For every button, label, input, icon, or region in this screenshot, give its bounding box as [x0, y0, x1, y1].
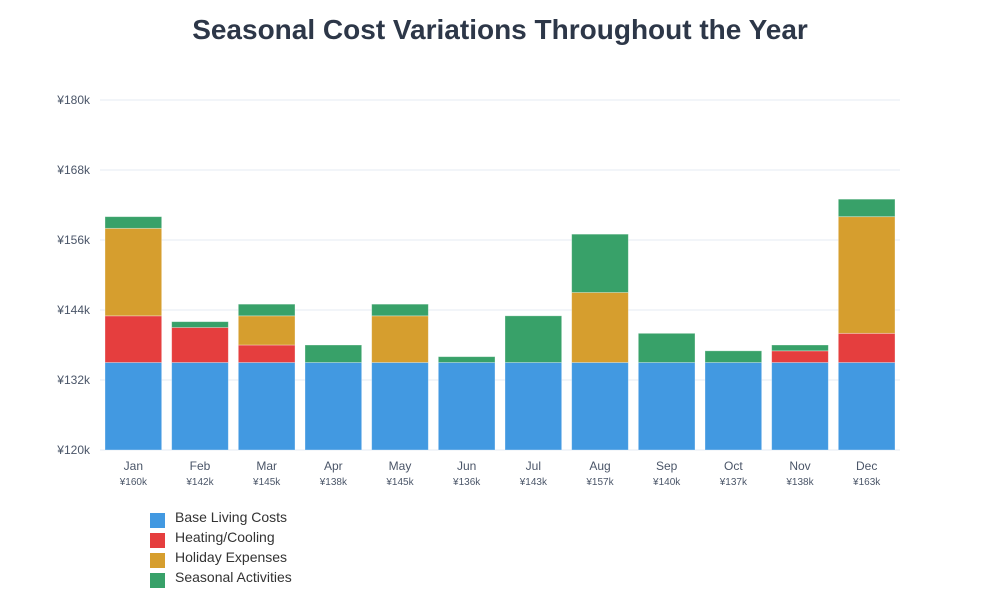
bar-segment-holiday-expenses[interactable] [104, 227, 163, 317]
bar-segment-seasonal-activities[interactable] [571, 233, 629, 293]
legend-item[interactable]: Base Living Costs [150, 507, 292, 528]
x-tick-label: Jul [526, 459, 541, 473]
bar-segment-heating-cooling[interactable] [171, 327, 229, 363]
legend-swatch [150, 552, 165, 568]
total-label: ¥145k [385, 477, 414, 488]
y-tick-label: ¥120k [56, 443, 91, 457]
x-tick-label: Aug [589, 459, 610, 473]
legend-item[interactable]: Seasonal Activities [150, 567, 292, 588]
bar-segment-base-living-costs[interactable] [637, 362, 696, 451]
x-tick-label: Feb [190, 459, 211, 473]
total-label: ¥145k [252, 477, 281, 488]
total-label: ¥138k [785, 477, 814, 488]
x-tick-label: Jun [457, 459, 476, 473]
total-label: ¥136k [452, 477, 481, 488]
y-tick-label: ¥168k [56, 163, 91, 177]
total-label: ¥137k [719, 477, 748, 488]
bar-segment-base-living-costs[interactable] [771, 362, 829, 451]
bar-segment-seasonal-activities[interactable] [237, 303, 296, 317]
x-tick-label: Sep [656, 459, 678, 473]
total-label: ¥160k [119, 477, 148, 488]
y-tick-label: ¥144k [56, 303, 91, 317]
legend-item[interactable]: Holiday Expenses [150, 547, 292, 568]
bar-segment-seasonal-activities[interactable] [704, 350, 763, 363]
bar-segment-heating-cooling[interactable] [104, 315, 163, 363]
bar-segment-heating-cooling[interactable] [237, 344, 296, 363]
bar-segment-heating-cooling[interactable] [837, 332, 896, 363]
bar-segment-seasonal-activities[interactable] [437, 356, 496, 363]
bar-segment-base-living-costs[interactable] [704, 362, 763, 451]
y-tick-label: ¥156k [56, 233, 91, 247]
bar-segment-holiday-expenses[interactable] [237, 315, 296, 346]
legend-swatch [150, 532, 165, 548]
bar-segment-base-living-costs[interactable] [504, 362, 563, 451]
total-label: ¥163k [852, 477, 881, 488]
bar-segment-seasonal-activities[interactable] [104, 216, 163, 229]
x-tick-label: Dec [856, 459, 877, 473]
x-tick-label: Apr [324, 459, 343, 473]
legend-label: Holiday Expenses [175, 549, 288, 565]
bar-segment-base-living-costs[interactable] [837, 362, 896, 451]
bar-segment-base-living-costs[interactable] [104, 362, 163, 451]
bar-segment-base-living-costs[interactable] [304, 362, 363, 451]
bar-segment-base-living-costs[interactable] [171, 362, 229, 451]
total-label: ¥157k [585, 477, 614, 488]
total-label: ¥143k [519, 477, 548, 488]
bar-segment-holiday-expenses[interactable] [571, 292, 629, 363]
bar-segment-seasonal-activities[interactable] [637, 332, 696, 363]
chart-title: Seasonal Cost Variations Throughout the … [192, 14, 808, 45]
total-label: ¥140k [652, 477, 681, 488]
bar-segment-seasonal-activities[interactable] [171, 321, 229, 328]
legend-label: Seasonal Activities [175, 569, 292, 585]
bar-segment-base-living-costs[interactable] [371, 362, 429, 451]
bar-segment-holiday-expenses[interactable] [837, 216, 896, 334]
legend-label: Heating/Cooling [175, 529, 275, 545]
x-tick-label: Jan [124, 459, 143, 473]
total-label: ¥142k [185, 477, 214, 488]
y-tick-label: ¥180k [56, 93, 91, 107]
legend-item[interactable]: Heating/Cooling [150, 527, 292, 548]
legend-label: Base Living Costs [175, 509, 288, 525]
x-tick-label: Oct [724, 459, 743, 473]
legend-swatch [150, 572, 165, 588]
bar-segment-seasonal-activities[interactable] [837, 198, 896, 218]
y-tick-label: ¥132k [56, 373, 91, 387]
legend: Base Living Costs Heating/Cooling Holiday … [150, 507, 292, 588]
x-tick-label: Mar [256, 459, 277, 473]
x-tick-label: Nov [789, 459, 810, 473]
bar-segment-base-living-costs[interactable] [237, 362, 296, 451]
bar-segment-seasonal-activities[interactable] [771, 344, 829, 352]
total-label: ¥138k [319, 477, 348, 488]
bar-segment-seasonal-activities[interactable] [304, 344, 363, 363]
bar-segment-seasonal-activities[interactable] [371, 303, 429, 317]
x-tick-label: May [389, 459, 412, 473]
bar-segment-base-living-costs[interactable] [437, 362, 496, 451]
bar-segment-heating-cooling[interactable] [771, 350, 829, 363]
legend-swatch [150, 512, 165, 528]
bar-segment-base-living-costs[interactable] [571, 362, 629, 451]
bar-segment-seasonal-activities[interactable] [504, 315, 563, 363]
bar-segment-holiday-expenses[interactable] [371, 315, 429, 363]
